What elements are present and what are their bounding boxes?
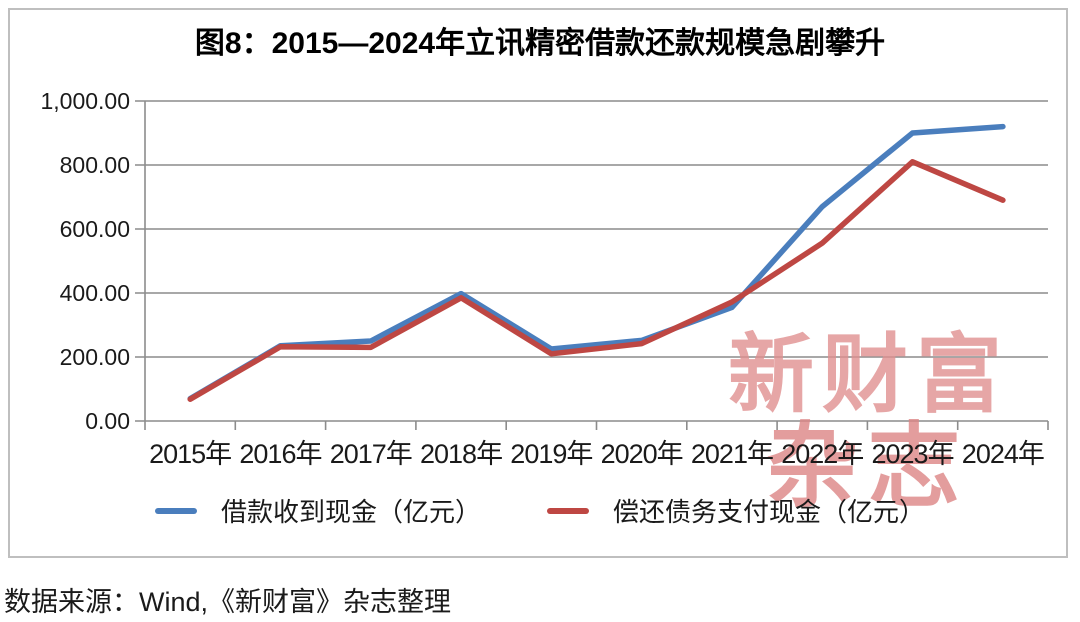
- x-axis-label: 2017年: [329, 439, 413, 469]
- legend-item-repayment: 偿还债务支付现金（亿元）: [547, 492, 925, 529]
- series-line-1: [187, 159, 1006, 402]
- x-axis-label: 2024年: [961, 439, 1045, 469]
- legend-item-borrowing: 借款收到现金（亿元）: [154, 492, 481, 529]
- y-axis-tick-label: 600.00: [60, 216, 130, 242]
- x-axis-label: 2018年: [420, 439, 503, 469]
- x-axis-label: 2022年: [781, 439, 864, 469]
- y-axis-tick-label: 400.00: [60, 280, 130, 306]
- legend-label: 借款收到现金（亿元）: [220, 497, 481, 527]
- chart-title: 图8：2015—2024年立讯精密借款还款规模急剧攀升: [194, 27, 886, 60]
- x-axis-label: 2020年: [600, 439, 684, 469]
- series-line-0: [187, 123, 1006, 402]
- y-axis-tick-label: 800.00: [60, 152, 130, 178]
- x-axis-label: 2023年: [871, 439, 955, 469]
- y-axis-tick-label: 200.00: [60, 344, 130, 370]
- x-axis-label: 2015年: [149, 439, 232, 469]
- chart-legend: 借款收到现金（亿元） 偿还债务支付现金（亿元）: [0, 492, 1080, 529]
- legend-label: 偿还债务支付现金（亿元）: [613, 497, 926, 527]
- data-source-note: 数据来源：Wind,《新财富》杂志整理: [4, 587, 452, 617]
- legend-line-marker-blue: [154, 507, 197, 514]
- x-axis-label: 2021年: [690, 439, 774, 469]
- chart-frame: [8, 8, 1068, 558]
- legend-line-marker-red: [547, 507, 589, 514]
- x-axis-label: 2019年: [510, 439, 593, 469]
- y-axis-tick-label: 1,000.00: [40, 88, 130, 114]
- x-axis-label: 2016年: [239, 439, 322, 469]
- y-axis-tick-label: 0.00: [85, 408, 130, 434]
